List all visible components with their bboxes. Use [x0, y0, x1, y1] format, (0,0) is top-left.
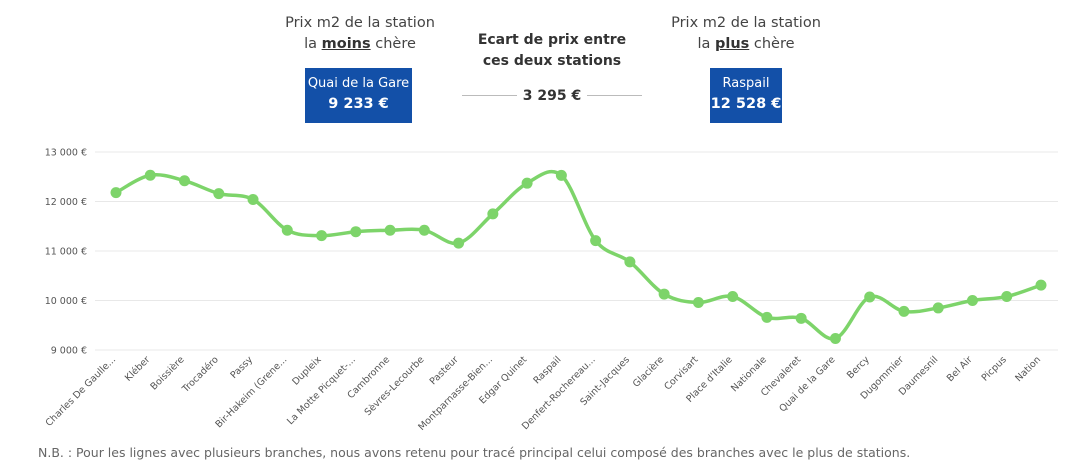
data-point — [213, 188, 225, 200]
expensive-caption-line1: Prix m2 de la station — [671, 15, 821, 31]
expensive-station-box: Raspail 12 528 € — [710, 68, 782, 123]
cheapest-caption-post: chère — [370, 36, 416, 52]
expensive-caption-post: chère — [749, 36, 795, 52]
data-point — [864, 291, 876, 303]
gap-caption: Ecart de prix entre ces deux stations — [460, 30, 644, 72]
data-point — [487, 208, 499, 220]
expensive-station-name: Raspail — [722, 76, 770, 91]
data-point — [110, 187, 122, 199]
gap-caption-line2: ces deux stations — [482, 53, 622, 69]
x-tick-label: Pasteur — [428, 354, 461, 387]
y-tick-label: 12 000 € — [45, 197, 87, 208]
x-tick-label: Dupleix — [290, 354, 324, 388]
y-tick-label: 9 000 € — [51, 346, 87, 357]
series-line — [114, 169, 1043, 341]
data-point — [521, 177, 533, 189]
expensive-caption-bold: plus — [714, 36, 750, 52]
y-tick-label: 11 000 € — [45, 247, 87, 258]
y-tick-label: 10 000 € — [45, 296, 87, 307]
gap-divider-right — [587, 95, 642, 96]
data-point — [898, 305, 910, 317]
x-tick-label: Passy — [229, 354, 256, 381]
gap-value-row: 3 295 € — [462, 86, 642, 106]
expensive-caption-pre: la — [697, 36, 715, 52]
data-point — [179, 175, 191, 187]
x-tick-label: Trocadéro — [180, 354, 221, 395]
cheapest-caption-pre: la — [304, 36, 322, 52]
cheapest-caption: Prix m2 de la station la moins chère — [270, 13, 450, 55]
gap-caption-line1: Ecart de prix entre — [477, 32, 627, 48]
expensive-station-price: 12 528 € — [710, 96, 782, 112]
data-point — [658, 288, 670, 300]
data-point — [692, 296, 704, 308]
cheapest-caption-line2: la moins chère — [270, 34, 450, 55]
expensive-caption: Prix m2 de la station la plus chère — [656, 13, 836, 55]
x-tick-label: Picpus — [980, 354, 1009, 383]
x-tick-label: Sèvres-Lecourbe — [363, 354, 427, 418]
x-tick-label: Bercy — [845, 354, 872, 381]
gap-value: 3 295 € — [522, 88, 582, 104]
x-tick-label: Kléber — [123, 354, 152, 383]
cheapest-caption-bold: moins — [321, 36, 371, 52]
data-point — [144, 169, 156, 181]
data-point — [555, 169, 567, 181]
data-point — [590, 235, 602, 247]
footnote: N.B. : Pour les lignes avec plusieurs br… — [38, 445, 911, 460]
data-point — [453, 237, 465, 249]
data-point — [1001, 291, 1013, 303]
cheapest-station-box: Quai de la Gare 9 233 € — [305, 68, 412, 123]
expensive-caption-line2: la plus chère — [656, 34, 836, 55]
x-tick-label: Bel Air — [945, 354, 975, 384]
x-tick-label: Glacière — [631, 354, 667, 390]
data-point — [624, 256, 636, 268]
data-point — [966, 295, 978, 306]
data-point — [418, 224, 430, 236]
data-point — [316, 230, 328, 242]
data-point — [281, 224, 293, 236]
data-point — [247, 194, 259, 206]
data-point — [795, 312, 807, 324]
gap-divider-left — [462, 95, 517, 96]
data-point — [350, 226, 362, 238]
data-point — [761, 311, 773, 323]
x-tick-label: Charles De Gaulle... — [44, 354, 119, 429]
data-point — [384, 224, 396, 236]
y-tick-label: 13 000 € — [45, 148, 87, 159]
x-tick-label: Raspail — [531, 354, 563, 386]
data-point — [727, 291, 739, 303]
data-point — [932, 302, 944, 314]
header: Prix m2 de la station la moins chère Qua… — [0, 0, 1080, 140]
cheapest-station-name: Quai de la Gare — [307, 76, 410, 91]
cheapest-caption-line1: Prix m2 de la station — [285, 15, 435, 31]
data-point — [829, 332, 841, 344]
data-point — [1035, 279, 1047, 291]
x-tick-label: Nation — [1013, 354, 1043, 384]
cheapest-station-price: 9 233 € — [328, 96, 389, 112]
